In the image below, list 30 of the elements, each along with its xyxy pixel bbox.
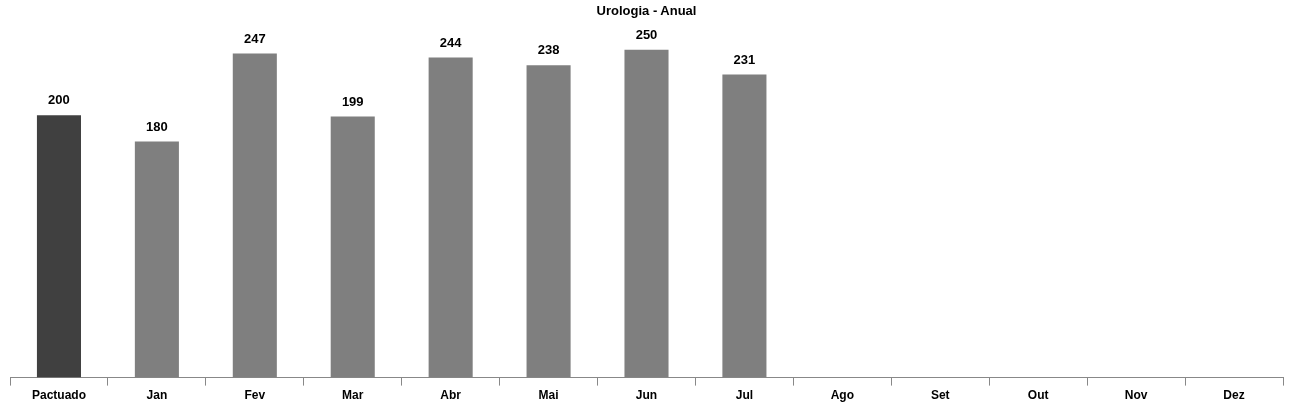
x-tick-label: Mar	[342, 388, 364, 403]
x-tick-label: Fev	[244, 388, 266, 403]
bar	[134, 141, 179, 378]
bar	[722, 74, 767, 378]
data-label: 199	[341, 93, 364, 109]
x-tick-label: Jan	[146, 388, 168, 403]
data-label: 250	[635, 26, 658, 42]
x-tick-label: Dez	[1223, 388, 1245, 403]
bar	[330, 116, 375, 378]
x-tick-label: Mai	[538, 388, 559, 403]
x-tick-label: Out	[1027, 388, 1049, 403]
data-label: 247	[243, 30, 266, 46]
chart-title: Urologia - Anual	[596, 3, 697, 19]
data-label: 231	[733, 51, 756, 67]
bar	[36, 115, 81, 378]
bar	[428, 57, 473, 378]
data-label: 238	[537, 42, 560, 58]
bar	[526, 65, 571, 378]
x-tick-label: Pactuado	[31, 388, 86, 403]
x-tick-label: Abr	[440, 388, 462, 403]
x-tick-label: Nov	[1124, 388, 1148, 403]
data-label: 200	[48, 92, 70, 108]
x-tick-label: Ago	[830, 388, 855, 403]
data-label: 180	[146, 118, 168, 134]
x-tick-label: Set	[930, 388, 950, 403]
bar	[624, 49, 669, 378]
data-label: 244	[439, 34, 463, 50]
x-tick-label: Jul	[735, 388, 754, 403]
bar	[232, 53, 277, 378]
x-tick-label: Jun	[635, 388, 658, 403]
